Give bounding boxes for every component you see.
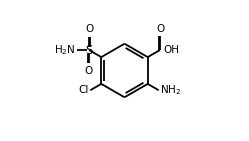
Text: NH$_2$: NH$_2$ xyxy=(160,83,182,97)
Text: OH: OH xyxy=(163,45,180,55)
Text: O: O xyxy=(86,24,94,34)
Text: Cl: Cl xyxy=(78,85,89,95)
Text: H$_2$N: H$_2$N xyxy=(54,43,76,57)
Text: O: O xyxy=(156,24,165,34)
Text: S: S xyxy=(85,44,93,57)
Text: O: O xyxy=(84,66,93,76)
